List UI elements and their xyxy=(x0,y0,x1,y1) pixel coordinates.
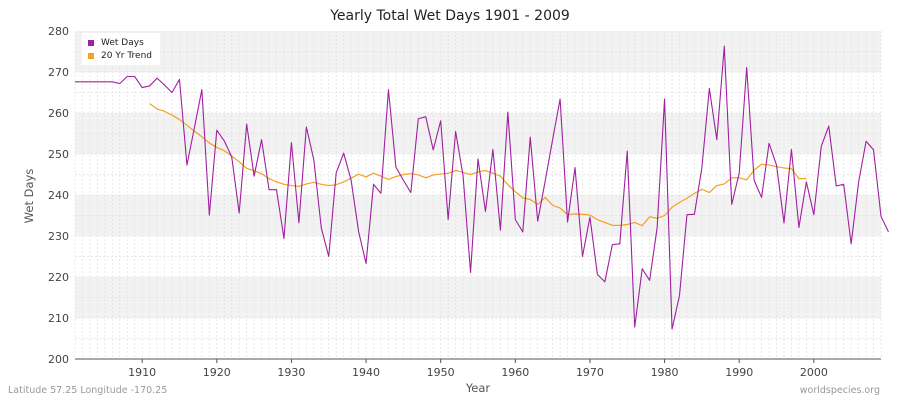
x-tick-label: 1910 xyxy=(128,366,156,379)
x-tick-label: 1990 xyxy=(725,366,753,379)
legend-label-wet-days: Wet Days xyxy=(101,37,144,48)
x-tick-label: 1970 xyxy=(576,366,604,379)
y-tick-label: 210 xyxy=(48,312,69,325)
footer-source: worldspecies.org xyxy=(799,385,880,396)
y-tick-label: 260 xyxy=(48,107,69,120)
x-axis-ticks: 1910 1920 1930 1940 1950 1960 1970 1980 1990 2000 xyxy=(128,359,828,379)
series-line-trend xyxy=(149,103,807,227)
x-tick-label: 1980 xyxy=(651,366,679,379)
x-axis-label: Year xyxy=(465,381,491,395)
y-tick-label: 230 xyxy=(48,230,69,243)
legend-swatch-trend xyxy=(88,52,94,59)
legend-label-trend: 20 Yr Trend xyxy=(101,50,153,61)
legend-item-wet-days: Wet Days xyxy=(88,36,152,49)
series-line-wet-days xyxy=(75,45,889,330)
x-tick-label: 1940 xyxy=(352,366,380,379)
legend-item-trend: 20 Yr Trend xyxy=(88,49,152,62)
y-tick-label: 280 xyxy=(48,25,69,38)
legend-swatch-wet-days xyxy=(88,39,94,46)
y-tick-label: 220 xyxy=(48,271,69,284)
y-axis-label: Wet Days xyxy=(22,169,36,224)
y-tick-label: 240 xyxy=(48,189,69,202)
grid-lines xyxy=(74,31,882,359)
x-tick-label: 2000 xyxy=(800,366,828,379)
y-tick-label: 250 xyxy=(48,148,69,161)
y-axis-ticks: 200 210 220 230 240 250 260 270 280 xyxy=(48,25,69,366)
footer-coordinates: Latitude 57.25 Longitude -170.25 xyxy=(8,385,168,396)
x-tick-label: 1950 xyxy=(427,366,455,379)
legend: Wet Days 20 Yr Trend xyxy=(82,33,161,65)
y-tick-label: 200 xyxy=(48,353,69,366)
series-lines xyxy=(75,45,889,330)
x-tick-label: 1930 xyxy=(277,366,305,379)
chart-title: Yearly Total Wet Days 1901 - 2009 xyxy=(330,8,570,24)
x-tick-label: 1920 xyxy=(203,366,231,379)
y-tick-label: 270 xyxy=(48,66,69,79)
x-tick-label: 1960 xyxy=(501,366,529,379)
